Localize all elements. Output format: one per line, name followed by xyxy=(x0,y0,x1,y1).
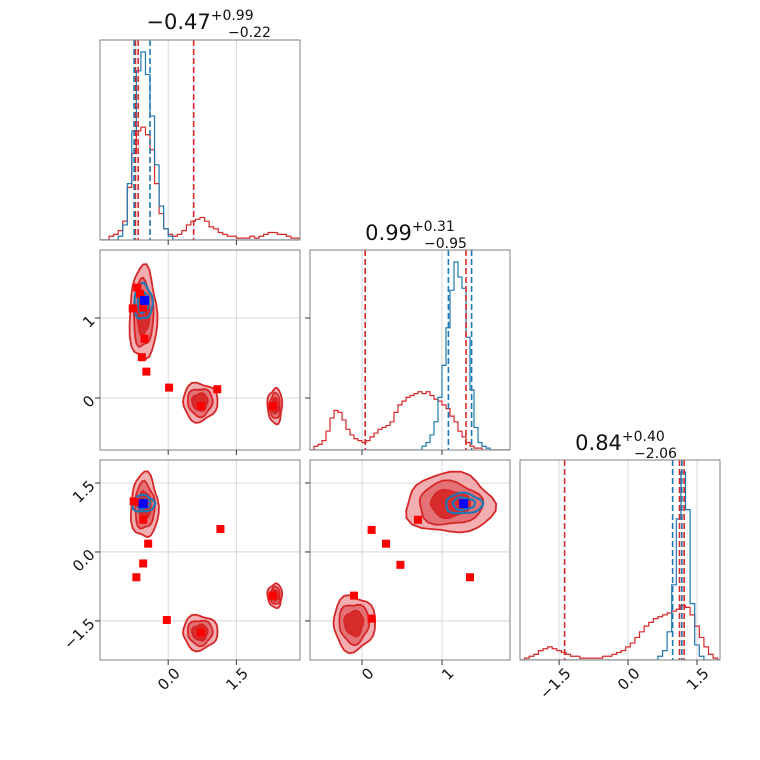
marker-blue xyxy=(140,295,150,305)
marker-red xyxy=(216,524,225,533)
marker-red xyxy=(396,560,405,569)
panel-frame xyxy=(519,459,721,661)
panel-frame xyxy=(309,459,511,661)
title-p1-lower: −0.95 xyxy=(424,236,467,252)
marker-red xyxy=(133,283,142,292)
title-p0: −0.47+0.99 xyxy=(146,8,253,34)
marker-red xyxy=(132,573,141,582)
marker-blue xyxy=(459,499,469,509)
marker-red xyxy=(162,616,171,624)
marker-red xyxy=(139,559,148,568)
histogram-blue xyxy=(100,51,300,240)
panel-frame xyxy=(99,249,301,451)
y-tick-label-row1: 1 xyxy=(79,312,98,331)
title-p2-lower: −2.06 xyxy=(634,446,677,462)
panel-frame xyxy=(309,249,511,451)
marker-red xyxy=(165,383,174,392)
marker-red xyxy=(137,353,146,362)
marker-red xyxy=(414,515,422,524)
histogram-blue xyxy=(520,471,720,660)
panel-frame xyxy=(99,39,301,241)
marker-red xyxy=(128,304,137,313)
contour-red xyxy=(343,609,365,638)
x-tick-label-p0: 0.0 xyxy=(154,664,184,694)
title-p0-sup: +0.99 xyxy=(211,8,254,24)
title-p2: 0.84+0.40 xyxy=(575,429,665,455)
marker-red xyxy=(144,539,153,548)
marker-red xyxy=(139,515,148,524)
x-tick-label-p2: 0.0 xyxy=(614,664,644,694)
histogram-blue xyxy=(310,261,510,450)
scatter-panel-p2_vs_p1 xyxy=(310,460,510,660)
marker-red xyxy=(350,591,358,600)
y-tick-label-row1: 0 xyxy=(79,392,98,411)
marker-red xyxy=(136,290,144,298)
contour-blue xyxy=(445,491,485,515)
histogram-panel-p1 xyxy=(310,250,510,450)
y-tick-label-row2: 1.5 xyxy=(69,477,99,507)
y-tick-label-row2: −1.5 xyxy=(60,615,98,653)
histogram-red xyxy=(520,604,720,660)
x-tick-label-p2: 1.5 xyxy=(683,664,713,694)
marker-red xyxy=(466,573,474,582)
marker-red xyxy=(367,614,376,623)
x-tick-label-p2: −1.5 xyxy=(536,664,574,702)
contour-blue xyxy=(133,281,155,320)
scatter-panel-p2_vs_p0 xyxy=(100,460,300,660)
title-p1-main: 0.99 xyxy=(365,221,412,245)
title-p2-main: 0.84 xyxy=(575,431,622,455)
y-tick-label-row2: 0.0 xyxy=(69,546,99,576)
panel-frame xyxy=(99,459,301,661)
scatter-panel-p1_vs_p0 xyxy=(100,250,300,450)
marker-blue xyxy=(138,499,148,509)
title-p0-main: −0.47 xyxy=(146,10,210,34)
marker-red xyxy=(367,525,376,534)
title-p1: 0.99+0.31 xyxy=(365,219,455,245)
marker-red xyxy=(196,628,205,637)
marker-red xyxy=(142,367,151,376)
marker-red xyxy=(213,385,222,394)
histogram-red xyxy=(310,391,510,450)
marker-red xyxy=(129,497,138,506)
marker-red xyxy=(268,591,277,600)
marker-red xyxy=(268,402,277,410)
title-p0-lower: −0.22 xyxy=(228,25,271,41)
marker-red xyxy=(196,402,205,410)
marker-red xyxy=(139,303,148,312)
histogram-panel-p2 xyxy=(520,460,720,660)
marker-red xyxy=(382,539,390,548)
title-p1-sup: +0.31 xyxy=(412,219,455,235)
x-tick-label-p1: 0 xyxy=(358,664,377,683)
title-p2-sup: +0.40 xyxy=(622,429,665,445)
marker-red xyxy=(140,334,149,343)
x-tick-label-p1: 1 xyxy=(438,664,457,683)
contour-blue xyxy=(451,496,476,512)
x-tick-label-p0: 1.5 xyxy=(222,664,252,694)
histogram-panel-p0 xyxy=(100,40,300,240)
